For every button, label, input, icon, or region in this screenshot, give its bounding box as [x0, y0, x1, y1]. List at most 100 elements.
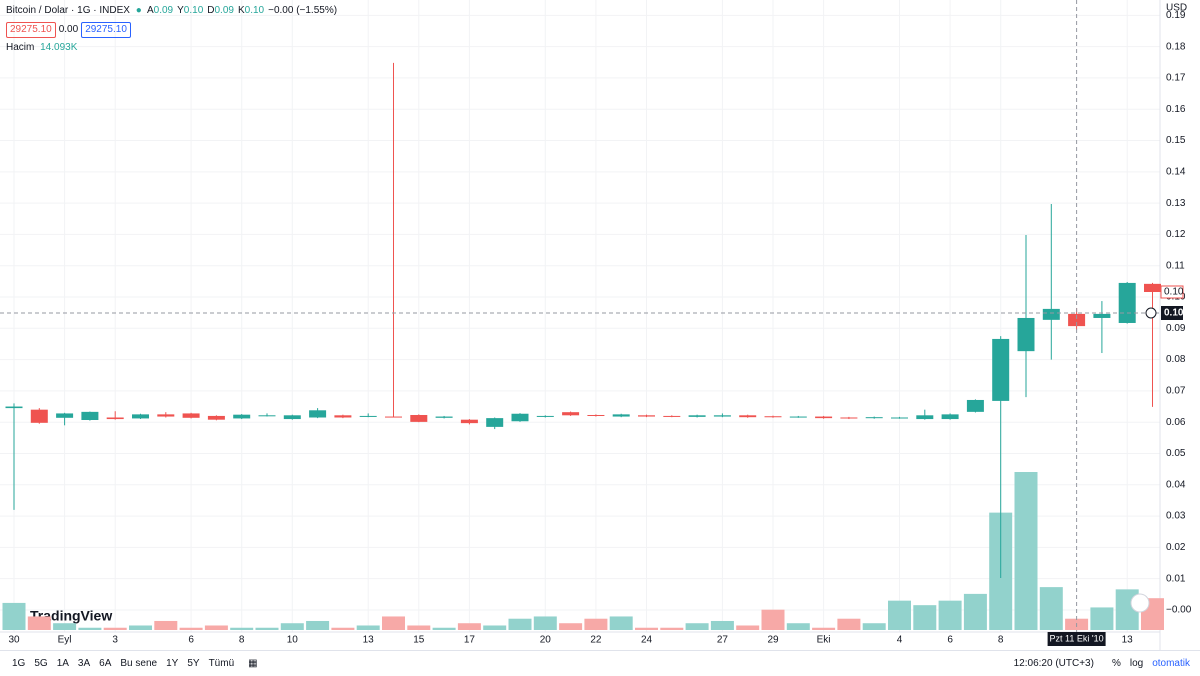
volume-bar [837, 618, 861, 630]
x-tick-label: 13 [1122, 635, 1134, 646]
volume-bar [382, 616, 405, 630]
x-tick-label: 6 [947, 635, 953, 646]
candle-body [992, 338, 1010, 401]
axis-unit: USD [1166, 3, 1187, 14]
volume-bar [584, 618, 608, 630]
clock: 12:06:20 (UTC+3) [1013, 658, 1094, 669]
ohlc-item: A [146, 5, 154, 16]
volume-bar [938, 600, 962, 630]
candle-body [1118, 282, 1136, 323]
ohlc-item: −0.00 (−1.55%) [268, 5, 338, 16]
x-tick-label: 29 [767, 635, 779, 646]
volume-bar [609, 616, 633, 630]
volume-bar [154, 620, 178, 630]
last-price-box [1160, 285, 1184, 299]
candle-body [891, 417, 908, 419]
candle-body [334, 415, 352, 418]
x-tick-label: 20 [540, 635, 552, 646]
candle-body [789, 416, 807, 418]
input[interactable]: 29275.10 [81, 22, 131, 38]
range-button[interactable]: 5G [34, 658, 48, 669]
y-tick-label: 0.02 [1166, 542, 1186, 553]
volume-bar [483, 625, 507, 630]
volume-bar [204, 625, 228, 630]
ohlc-item: 0.10 [244, 5, 265, 16]
ohlc-item: 0.09 [214, 5, 234, 16]
x-tick-label: 27 [717, 635, 729, 646]
y-tick-label: −0.00 [1166, 605, 1192, 616]
volume-bar [457, 623, 481, 630]
volume-bar [888, 600, 911, 630]
candle-body [739, 415, 757, 418]
volume-bar [963, 593, 987, 630]
volume-bar [2, 602, 26, 630]
candle-body [385, 416, 402, 418]
range-button[interactable]: 6A [99, 658, 112, 669]
ohlc-item: Y [177, 5, 184, 16]
calendar-icon[interactable]: ▦ [248, 658, 258, 669]
y-tick-label: 0.14 [1166, 166, 1186, 177]
volume-bar [1039, 587, 1063, 630]
range-button[interactable]: Tümü [208, 658, 235, 669]
log-toggle[interactable]: log [1129, 658, 1144, 669]
y-tick-label: 0.06 [1166, 417, 1186, 428]
volume-bar [27, 616, 51, 630]
x-tick-label: Eki [817, 635, 831, 646]
candle-body [1068, 313, 1086, 327]
candle-body [536, 415, 554, 417]
candle-body [840, 417, 858, 419]
candle-body [81, 411, 99, 420]
candle-body [966, 399, 984, 412]
candle-body [56, 413, 74, 418]
candle-body [258, 415, 276, 417]
candle-body [460, 419, 478, 424]
input[interactable]: 29275.10 [6, 22, 56, 38]
candle-body [283, 415, 301, 420]
toolbar: 1G 5G 1A 3A 6A Bu sene 1Y 5Y Tümü ▦ 12:06:20 (UT… [0, 650, 1200, 676]
volume-value: 14.093K [40, 42, 78, 53]
range-button[interactable]: 1G [12, 658, 26, 669]
y-tick-label: 0.17 [1166, 73, 1186, 84]
volume-bar [533, 616, 557, 630]
volume-bar [230, 627, 254, 630]
range-button[interactable]: 5Y [187, 658, 200, 669]
range-button[interactable]: 3A [77, 658, 91, 669]
symbol: Bitcoin / Dolar · 1G · INDEX [6, 5, 130, 16]
range-button[interactable]: 1A [56, 658, 69, 669]
x-tick-label: 8 [239, 635, 245, 646]
candle-body [207, 415, 225, 420]
y-tick-label: 0.12 [1166, 229, 1186, 240]
range-button[interactable]: Bu sene [120, 658, 158, 669]
volume-bar [685, 623, 709, 630]
x-tick-label: 17 [464, 635, 476, 646]
percent-toggle[interactable]: % [1111, 658, 1121, 669]
candle-body [309, 410, 327, 418]
candle-body [941, 414, 959, 420]
candle-body [1042, 308, 1060, 320]
volume-bar [280, 623, 304, 630]
last-price-label: 0.10 [1164, 287, 1184, 298]
crosshair-x-box [1047, 632, 1106, 646]
candle-body [132, 414, 149, 419]
candle-body [511, 413, 529, 422]
y-tick-label: 0.08 [1166, 354, 1186, 365]
ohlc-item: 0.10 [183, 5, 204, 16]
volume-bar [635, 627, 658, 630]
x-tick-label: 4 [897, 635, 903, 646]
plus-button [1145, 307, 1157, 319]
y-tick-label: 0.15 [1166, 135, 1186, 146]
x-tick-label: 30 [8, 635, 20, 646]
volume-label: Hacim [6, 42, 35, 53]
volume-bar [1090, 607, 1114, 630]
volume-bar [786, 623, 810, 630]
volume-bar [508, 618, 532, 630]
candle-body [764, 416, 782, 418]
crosshair-price-label: 0.10 [1164, 308, 1184, 319]
candle-body [562, 412, 580, 416]
y-tick-label: 0.03 [1166, 511, 1186, 522]
volume-bar [356, 625, 380, 630]
auto-toggle[interactable]: otomatik [1152, 658, 1190, 669]
range-button[interactable]: 1Y [166, 658, 179, 669]
x-tick-label: 22 [590, 635, 602, 646]
